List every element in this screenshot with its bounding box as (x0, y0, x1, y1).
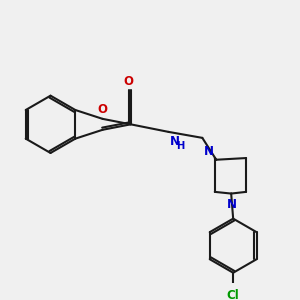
Text: O: O (98, 103, 108, 116)
Text: H: H (176, 141, 185, 151)
Text: N: N (204, 145, 214, 158)
Text: O: O (123, 75, 133, 88)
Text: Cl: Cl (227, 289, 239, 300)
Text: N: N (170, 135, 180, 148)
Text: N: N (227, 198, 237, 211)
